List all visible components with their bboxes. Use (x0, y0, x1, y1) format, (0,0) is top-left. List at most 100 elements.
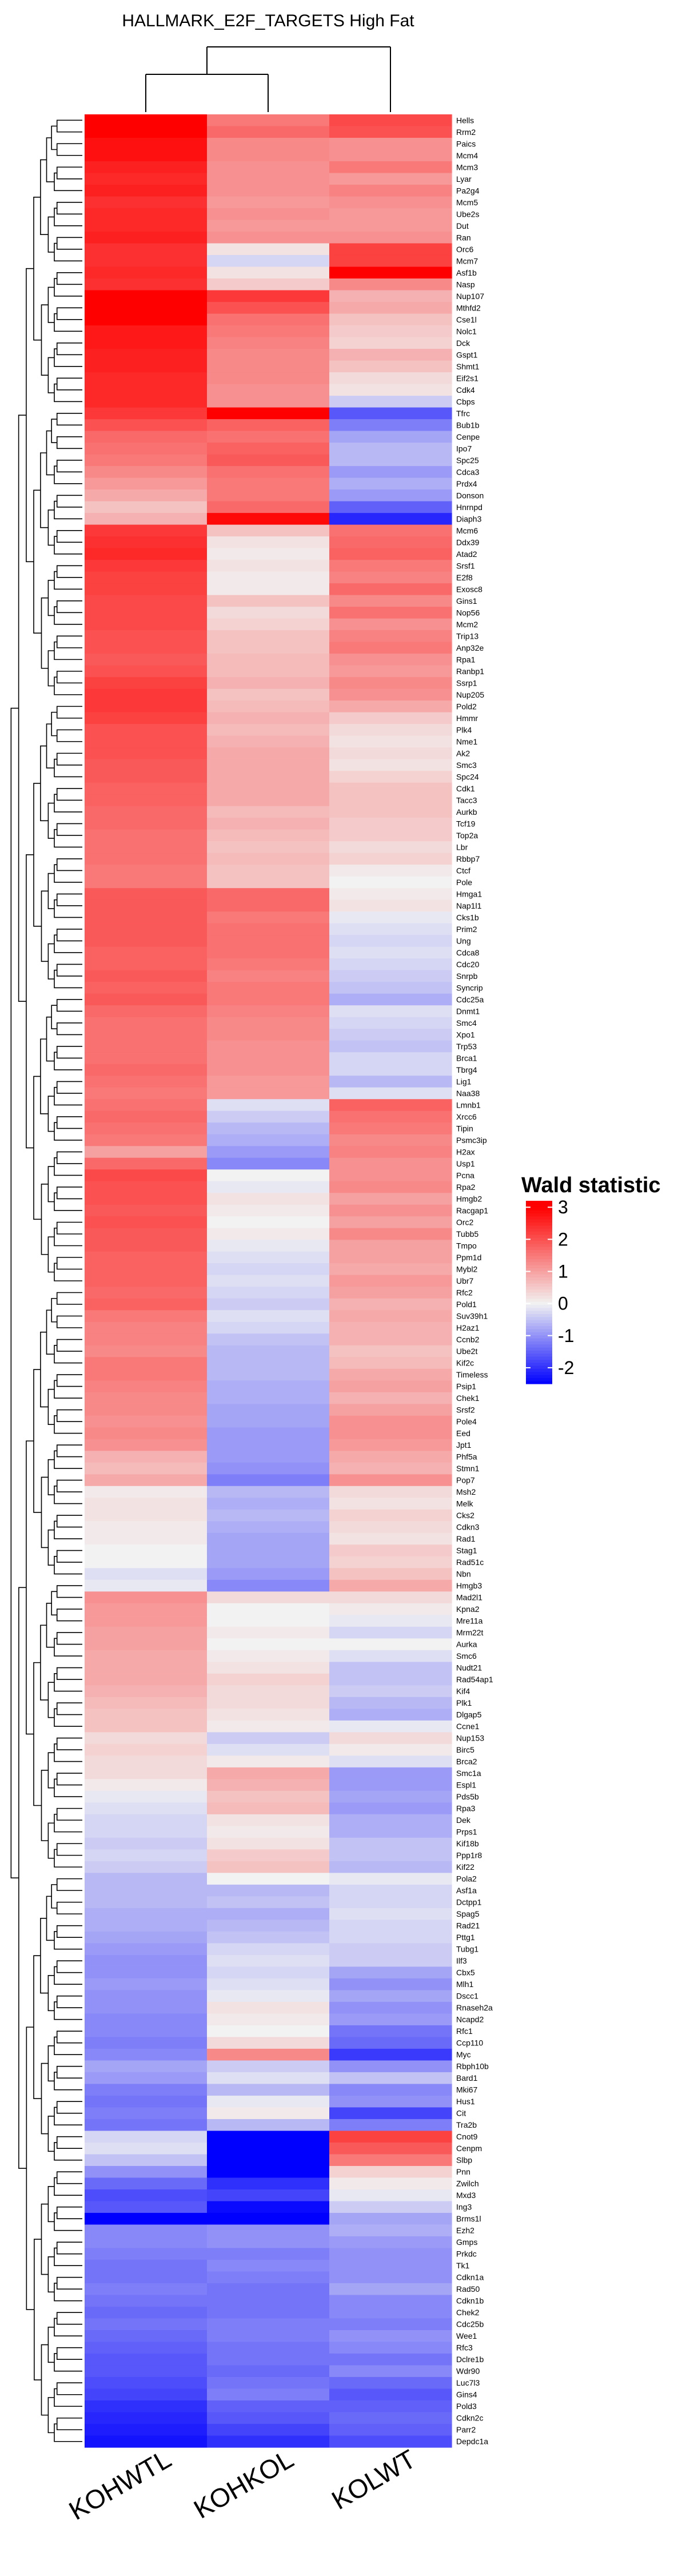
heatmap-cell (85, 759, 208, 771)
heatmap-cell (329, 1193, 452, 1205)
legend-color-step (526, 1375, 552, 1378)
row-dendrogram-branch (40, 745, 49, 822)
heatmap-cell (329, 1802, 452, 1815)
row-dendrogram-branch (56, 893, 82, 906)
row-label: Nolc1 (456, 327, 477, 336)
row-label: Rad50 (456, 2284, 480, 2294)
heatmap-cell (85, 571, 208, 584)
row-label: Cbx5 (456, 1968, 475, 1977)
heatmap-cell (207, 2412, 330, 2424)
row-label: Rbbp7 (456, 854, 480, 863)
row-label: Ccp110 (456, 2038, 483, 2048)
heatmap-cell (85, 2201, 208, 2213)
heatmap-cell (85, 1743, 208, 1756)
row-dendrogram-branch (54, 2036, 82, 2055)
row-dendrogram-branch (54, 278, 82, 297)
row-dendrogram-branch (47, 1682, 54, 1718)
heatmap-cell (207, 970, 330, 982)
legend-color-step (526, 1347, 552, 1351)
row-dendrogram-branch (56, 1116, 82, 1129)
heatmap-cell (85, 2037, 208, 2049)
heatmap-cell (207, 2342, 330, 2354)
row-dendrogram-branch (40, 452, 49, 528)
heatmap-cell (85, 1216, 208, 1229)
heatmap-cell (329, 1849, 452, 1862)
heatmap-cell (207, 220, 330, 232)
heatmap-cell (85, 2177, 208, 2190)
legend-color-step (526, 1353, 552, 1357)
heatmap-cell (329, 1790, 452, 1803)
legend-color-step (526, 1280, 552, 1284)
heatmap-cell (85, 290, 208, 302)
row-dendrogram-branch (47, 2397, 54, 2434)
row-label: Rnaseh2a (456, 2003, 493, 2012)
heatmap-cell (329, 1709, 452, 1721)
heatmap-cell (85, 1767, 208, 1779)
heatmap-cell (329, 654, 452, 666)
row-dendrogram-branch (56, 1409, 82, 1422)
heatmap-cell (329, 1521, 452, 1534)
row-label: Srsf1 (456, 561, 475, 570)
row-dendrogram-branch (46, 430, 54, 476)
legend-color-step (526, 1228, 552, 1232)
heatmap-cell (329, 2013, 452, 2026)
row-dendrogram-branch (54, 2072, 82, 2091)
row-label: Pa2g4 (456, 186, 480, 195)
heatmap-cell (85, 161, 208, 174)
row-label: Ung (456, 936, 471, 945)
heatmap-cell (207, 595, 330, 607)
heatmap-cell (329, 1287, 452, 1299)
heatmap-cell (85, 1087, 208, 1100)
heatmap-cell (329, 1755, 452, 1768)
row-label: Smc6 (456, 1651, 477, 1661)
row-label: Prps1 (456, 1828, 477, 1837)
heatmap-cell (329, 2165, 452, 2179)
heatmap-cell (329, 1169, 452, 1182)
row-label: Nbn (456, 1570, 471, 1579)
row-dendrogram-branch (54, 1778, 82, 1797)
row-dendrogram-branch (56, 237, 82, 250)
legend-tick-label: 0 (558, 1293, 568, 1314)
heatmap-cell (207, 841, 330, 854)
heatmap-cell (207, 1392, 330, 1404)
heatmap-cell (85, 2330, 208, 2343)
row-label: Psmc3ip (456, 1136, 487, 1145)
row-dendrogram-branch (46, 1309, 54, 1355)
heatmap-cell (329, 1345, 452, 1357)
row-label: Smc4 (456, 1018, 477, 1028)
row-dendrogram-branch (54, 1743, 82, 1762)
heatmap-cell (329, 501, 452, 513)
row-dendrogram-branch (54, 313, 82, 332)
row-dendrogram-branch (54, 172, 82, 192)
legend-color-step (526, 1338, 552, 1341)
heatmap-cell (85, 454, 208, 467)
row-dendrogram-branch (56, 2065, 82, 2079)
heatmap-cell (207, 396, 330, 408)
heatmap-cell (329, 372, 452, 385)
heatmap-cell (329, 2259, 452, 2272)
heatmap-cell (85, 923, 208, 935)
row-label: Orc6 (456, 245, 474, 254)
legend-color-step (526, 1377, 552, 1381)
row-label: Zwilch (456, 2179, 479, 2188)
heatmap-cell (85, 1755, 208, 1768)
heatmap-cell (85, 1064, 208, 1076)
heatmap-cell (85, 1146, 208, 1158)
heatmap-cell (329, 806, 452, 818)
heatmap-cell (85, 243, 208, 256)
heatmap-cell (207, 1451, 330, 1463)
heatmap-cell (329, 794, 452, 807)
heatmap-cell (207, 2388, 330, 2401)
row-dendrogram-branch (41, 2344, 49, 2416)
row-label: Mrm22t (456, 1628, 484, 1637)
heatmap-cell (329, 1251, 452, 1264)
row-dendrogram-branch (56, 2136, 82, 2149)
row-dendrogram-branch (54, 1263, 82, 1281)
heatmap-cell (329, 1263, 452, 1276)
row-label: Cdc25b (456, 2320, 484, 2329)
row-dendrogram-branch (56, 1339, 82, 1352)
heatmap-cell (85, 1110, 208, 1123)
heatmap-cell (207, 1638, 330, 1651)
heatmap-cell (85, 630, 208, 643)
row-label: Eif2s1 (456, 373, 478, 383)
